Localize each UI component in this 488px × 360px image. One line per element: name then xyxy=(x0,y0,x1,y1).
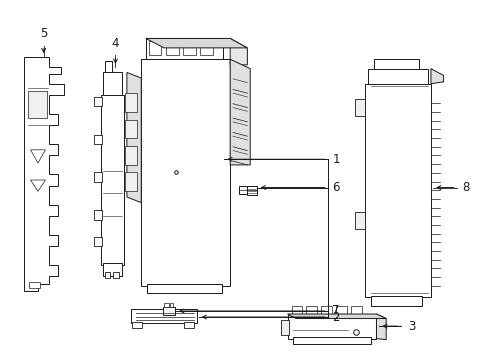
Bar xyxy=(148,41,161,55)
Polygon shape xyxy=(30,150,45,163)
Bar xyxy=(169,303,173,307)
Bar xyxy=(370,296,422,306)
Bar xyxy=(131,309,197,323)
Text: 6: 6 xyxy=(331,181,339,194)
Bar xyxy=(373,59,419,69)
Polygon shape xyxy=(230,59,250,165)
Polygon shape xyxy=(230,39,247,65)
Bar xyxy=(287,314,376,338)
Bar xyxy=(29,282,40,288)
Text: 3: 3 xyxy=(407,320,414,333)
Bar xyxy=(291,306,301,314)
Bar xyxy=(367,69,427,84)
Bar xyxy=(141,59,230,286)
Bar xyxy=(280,320,289,335)
Bar xyxy=(94,135,102,144)
Bar xyxy=(247,186,256,195)
Bar xyxy=(102,263,122,276)
Bar xyxy=(293,337,370,344)
Bar xyxy=(350,306,361,314)
Bar xyxy=(94,237,102,246)
Bar xyxy=(113,273,119,278)
Polygon shape xyxy=(145,39,247,48)
Bar xyxy=(165,41,178,55)
Polygon shape xyxy=(30,180,45,191)
Bar xyxy=(125,172,136,191)
Text: 7: 7 xyxy=(331,305,339,318)
Polygon shape xyxy=(430,69,443,84)
Bar xyxy=(105,61,112,72)
Text: 1: 1 xyxy=(331,153,339,166)
Text: 2: 2 xyxy=(331,311,339,324)
Text: 5: 5 xyxy=(40,27,47,40)
Text: 4: 4 xyxy=(111,37,119,50)
Bar xyxy=(125,93,136,112)
Bar xyxy=(164,303,168,307)
Bar xyxy=(238,186,246,194)
Polygon shape xyxy=(376,314,386,340)
Bar xyxy=(354,212,364,229)
Text: 8: 8 xyxy=(462,181,469,194)
Bar xyxy=(104,273,110,278)
Bar xyxy=(336,306,346,314)
Bar xyxy=(125,120,136,139)
Bar xyxy=(94,97,102,107)
Bar xyxy=(125,146,136,165)
Polygon shape xyxy=(127,72,141,203)
Bar xyxy=(94,210,102,220)
Bar xyxy=(28,91,47,118)
Bar xyxy=(145,39,223,59)
Bar xyxy=(183,41,195,55)
Bar xyxy=(102,72,122,95)
Bar xyxy=(132,322,142,328)
Bar xyxy=(364,84,430,297)
Bar xyxy=(94,172,102,182)
Bar xyxy=(101,95,124,265)
Bar xyxy=(163,307,174,315)
Bar xyxy=(200,41,212,55)
Bar xyxy=(321,306,331,314)
Bar xyxy=(354,99,364,116)
Bar xyxy=(306,306,316,314)
Polygon shape xyxy=(23,57,63,291)
Bar xyxy=(147,284,221,293)
Bar xyxy=(183,322,194,328)
Polygon shape xyxy=(287,314,386,319)
